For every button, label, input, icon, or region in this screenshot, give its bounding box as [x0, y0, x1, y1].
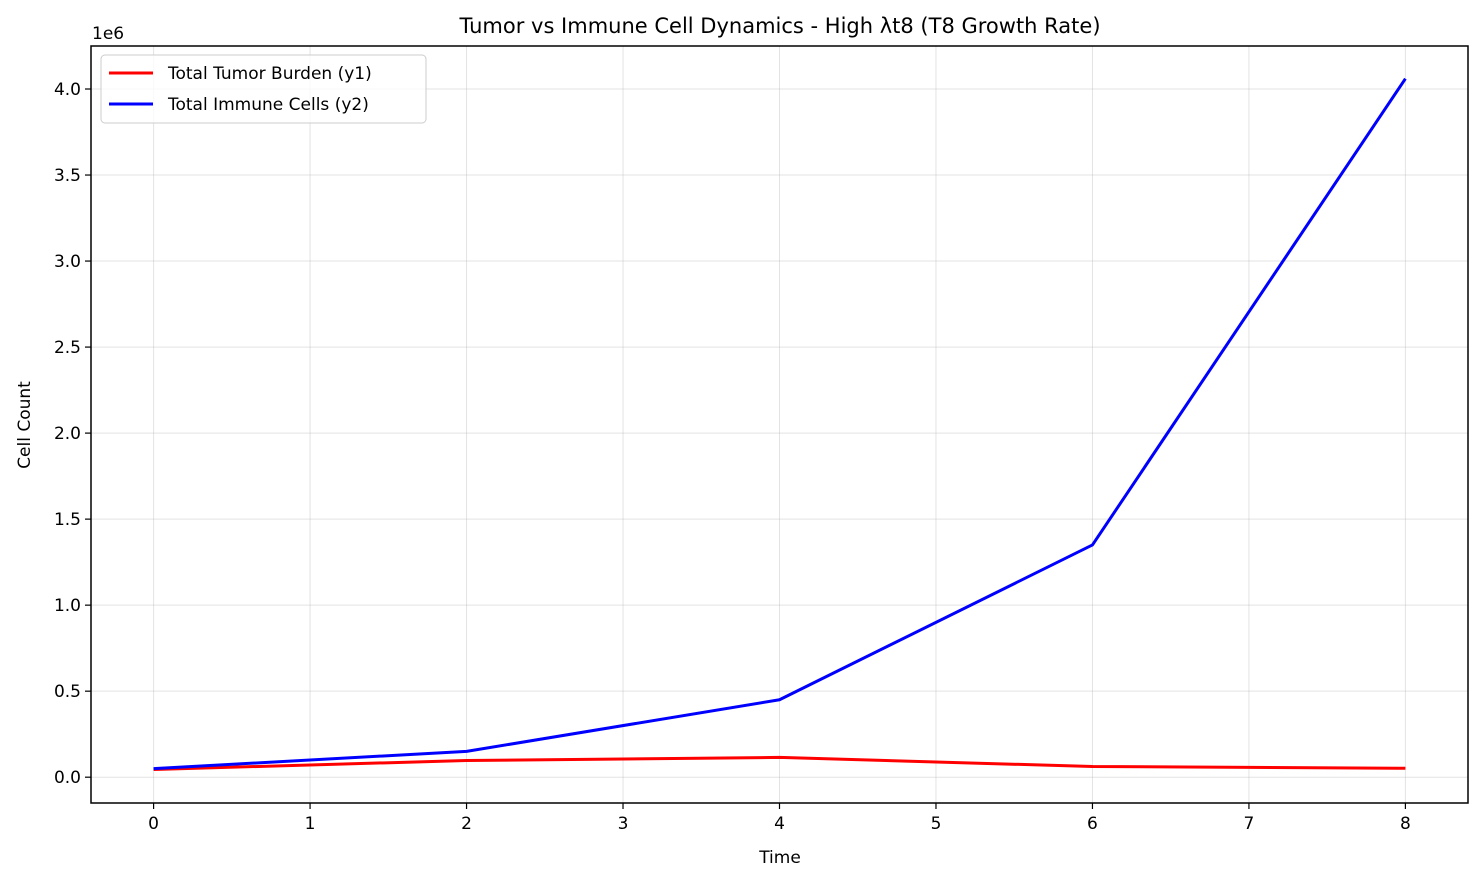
y-axis: 0.0 0.5 1.0 1.5 2.0 2.5 3.0 3.5 4.0 — [54, 80, 91, 788]
legend: Total Tumor Burden (y1) Total Immune Cell… — [100, 54, 427, 124]
x-axis: 0 1 2 3 4 5 6 7 8 — [148, 803, 1411, 834]
series-layer — [153, 77, 1407, 771]
y-tick-label: 4.0 — [54, 80, 81, 100]
y-tick-label: 3.5 — [54, 166, 81, 186]
x-tick-label: 3 — [618, 814, 629, 834]
legend-box — [100, 54, 427, 124]
y-tick-label: 0.5 — [54, 682, 81, 702]
legend-label: Total Immune Cells (y2) — [167, 95, 369, 115]
y-tick-label: 3.0 — [54, 252, 81, 272]
grid — [91, 46, 1468, 803]
chart-title: Tumor vs Immune Cell Dynamics - High λt8… — [458, 14, 1100, 38]
series-line-2 — [153, 77, 1407, 771]
y-tick-label: 2.5 — [54, 338, 81, 358]
y-tick-label: 1.5 — [54, 510, 81, 530]
x-tick-label: 0 — [148, 814, 159, 834]
x-tick-label: 1 — [305, 814, 316, 834]
y-tick-label: 0.0 — [54, 768, 81, 788]
legend-label: Total Tumor Burden (y1) — [167, 64, 372, 84]
x-tick-label: 7 — [1244, 814, 1255, 834]
x-tick-label: 2 — [461, 814, 472, 834]
x-tick-label: 8 — [1400, 814, 1411, 834]
x-tick-label: 6 — [1087, 814, 1098, 834]
x-tick-label: 5 — [931, 814, 942, 834]
x-axis-label: Time — [758, 848, 801, 868]
y-offset-label: 1e6 — [92, 24, 124, 44]
series-line-1 — [153, 755, 1406, 771]
y-tick-label: 1.0 — [54, 596, 81, 616]
y-tick-label: 2.0 — [54, 424, 81, 444]
y-axis-label: Cell Count — [15, 381, 35, 469]
x-tick-label: 4 — [774, 814, 785, 834]
